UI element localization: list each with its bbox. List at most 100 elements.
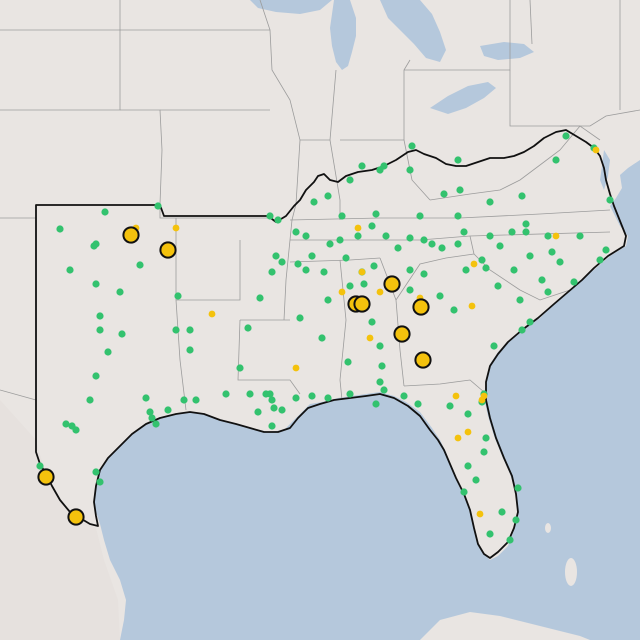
green-marker[interactable]	[180, 396, 188, 404]
green-marker[interactable]	[92, 468, 100, 476]
small-yellow-marker[interactable]	[468, 302, 476, 310]
green-marker[interactable]	[266, 212, 274, 220]
green-marker[interactable]	[360, 280, 368, 288]
small-yellow-marker[interactable]	[292, 364, 300, 372]
green-marker[interactable]	[416, 212, 424, 220]
green-marker[interactable]	[186, 346, 194, 354]
green-marker[interactable]	[244, 324, 252, 332]
green-marker[interactable]	[576, 232, 584, 240]
green-marker[interactable]	[254, 408, 262, 416]
green-marker[interactable]	[318, 334, 326, 342]
small-yellow-marker[interactable]	[354, 224, 362, 232]
green-marker[interactable]	[292, 228, 300, 236]
green-marker[interactable]	[460, 488, 468, 496]
green-marker[interactable]	[320, 268, 328, 276]
green-marker[interactable]	[408, 142, 416, 150]
small-yellow-marker[interactable]	[172, 224, 180, 232]
green-marker[interactable]	[152, 420, 160, 428]
green-marker[interactable]	[116, 288, 124, 296]
green-marker[interactable]	[324, 192, 332, 200]
green-marker[interactable]	[436, 292, 444, 300]
small-yellow-marker[interactable]	[376, 288, 384, 296]
green-marker[interactable]	[556, 258, 564, 266]
green-marker[interactable]	[274, 216, 282, 224]
green-marker[interactable]	[268, 396, 276, 404]
green-marker[interactable]	[606, 196, 614, 204]
green-marker[interactable]	[464, 410, 472, 418]
green-marker[interactable]	[490, 342, 498, 350]
green-marker[interactable]	[222, 390, 230, 398]
green-marker[interactable]	[146, 408, 154, 416]
green-marker[interactable]	[294, 260, 302, 268]
green-marker[interactable]	[454, 212, 462, 220]
small-yellow-marker[interactable]	[208, 310, 216, 318]
green-marker[interactable]	[382, 232, 390, 240]
green-marker[interactable]	[36, 462, 44, 470]
small-yellow-marker[interactable]	[452, 392, 460, 400]
green-marker[interactable]	[324, 394, 332, 402]
green-marker[interactable]	[406, 234, 414, 242]
green-marker[interactable]	[296, 314, 304, 322]
green-marker[interactable]	[376, 378, 384, 386]
green-marker[interactable]	[406, 286, 414, 294]
green-marker[interactable]	[370, 262, 378, 270]
green-marker[interactable]	[292, 394, 300, 402]
green-marker[interactable]	[454, 240, 462, 248]
green-marker[interactable]	[562, 132, 570, 140]
green-marker[interactable]	[96, 478, 104, 486]
large-yellow-marker[interactable]	[412, 298, 430, 316]
green-marker[interactable]	[266, 390, 274, 398]
green-marker[interactable]	[154, 202, 162, 210]
green-marker[interactable]	[394, 244, 402, 252]
large-yellow-marker[interactable]	[122, 226, 140, 244]
green-marker[interactable]	[380, 162, 388, 170]
green-marker[interactable]	[278, 258, 286, 266]
green-marker[interactable]	[602, 246, 610, 254]
green-marker[interactable]	[372, 400, 380, 408]
green-marker[interactable]	[406, 266, 414, 274]
green-marker[interactable]	[570, 278, 578, 286]
green-marker[interactable]	[66, 266, 74, 274]
green-marker[interactable]	[354, 232, 362, 240]
large-yellow-marker[interactable]	[159, 241, 177, 259]
green-marker[interactable]	[420, 236, 428, 244]
green-marker[interactable]	[346, 390, 354, 398]
green-marker[interactable]	[486, 198, 494, 206]
green-marker[interactable]	[460, 228, 468, 236]
green-marker[interactable]	[104, 348, 112, 356]
green-marker[interactable]	[498, 508, 506, 516]
green-marker[interactable]	[414, 400, 422, 408]
green-marker[interactable]	[56, 225, 64, 233]
green-marker[interactable]	[342, 254, 350, 262]
green-marker[interactable]	[358, 162, 366, 170]
green-marker[interactable]	[538, 276, 546, 284]
green-marker[interactable]	[101, 208, 109, 216]
green-marker[interactable]	[346, 176, 354, 184]
green-marker[interactable]	[514, 484, 522, 492]
green-marker[interactable]	[96, 312, 104, 320]
green-marker[interactable]	[596, 256, 604, 264]
green-marker[interactable]	[192, 396, 200, 404]
green-marker[interactable]	[378, 362, 386, 370]
green-marker[interactable]	[308, 392, 316, 400]
green-marker[interactable]	[518, 192, 526, 200]
green-marker[interactable]	[440, 190, 448, 198]
green-marker[interactable]	[522, 228, 530, 236]
green-marker[interactable]	[552, 156, 560, 164]
green-marker[interactable]	[380, 386, 388, 394]
small-yellow-marker[interactable]	[366, 334, 374, 342]
green-marker[interactable]	[376, 342, 384, 350]
green-marker[interactable]	[522, 220, 530, 228]
green-marker[interactable]	[512, 516, 520, 524]
green-marker[interactable]	[510, 266, 518, 274]
green-marker[interactable]	[372, 210, 380, 218]
green-marker[interactable]	[438, 244, 446, 252]
green-marker[interactable]	[368, 318, 376, 326]
green-marker[interactable]	[480, 448, 488, 456]
green-marker[interactable]	[544, 232, 552, 240]
small-yellow-marker[interactable]	[592, 146, 600, 154]
green-marker[interactable]	[456, 186, 464, 194]
green-marker[interactable]	[92, 372, 100, 380]
small-yellow-marker[interactable]	[552, 232, 560, 240]
green-marker[interactable]	[256, 294, 264, 302]
